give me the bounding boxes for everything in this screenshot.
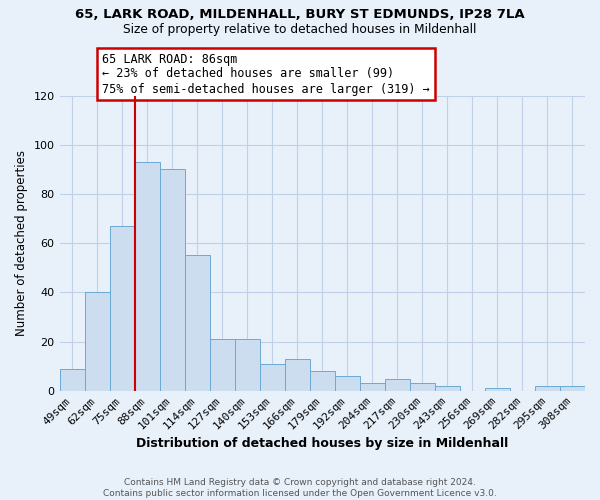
Bar (285, 359, 310, 391)
Bar (235, 339, 260, 391)
Bar (485, 388, 510, 391)
Bar (385, 378, 410, 391)
Bar (134, 162, 160, 391)
Bar (560, 386, 585, 391)
Bar (110, 226, 134, 391)
Bar (85, 292, 110, 391)
Text: 65, LARK ROAD, MILDENHALL, BURY ST EDMUNDS, IP28 7LA: 65, LARK ROAD, MILDENHALL, BURY ST EDMUN… (75, 8, 525, 20)
Bar (435, 386, 460, 391)
Bar (185, 256, 209, 391)
Bar (59, 368, 85, 391)
Text: Size of property relative to detached houses in Mildenhall: Size of property relative to detached ho… (124, 22, 476, 36)
Bar (535, 386, 560, 391)
Bar (209, 339, 235, 391)
Bar (410, 384, 435, 391)
Bar (360, 384, 385, 391)
Bar (160, 170, 185, 391)
Y-axis label: Number of detached properties: Number of detached properties (15, 150, 28, 336)
Text: 65 LARK ROAD: 86sqm
← 23% of detached houses are smaller (99)
75% of semi-detach: 65 LARK ROAD: 86sqm ← 23% of detached ho… (102, 52, 430, 96)
Bar (260, 364, 285, 391)
X-axis label: Distribution of detached houses by size in Mildenhall: Distribution of detached houses by size … (136, 437, 508, 450)
Bar (310, 371, 335, 391)
Text: Contains HM Land Registry data © Crown copyright and database right 2024.
Contai: Contains HM Land Registry data © Crown c… (103, 478, 497, 498)
Bar (335, 376, 360, 391)
